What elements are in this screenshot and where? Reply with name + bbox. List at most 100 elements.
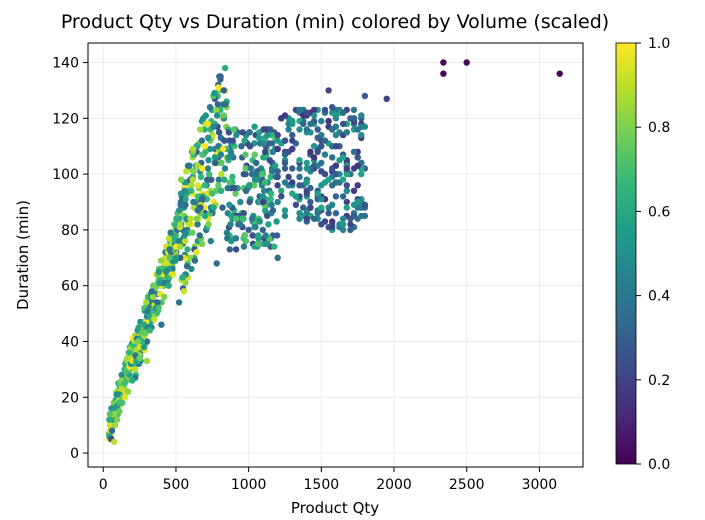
data-point: [148, 288, 156, 295]
data-point: [310, 143, 318, 150]
data-point: [358, 112, 365, 119]
data-point: [285, 126, 292, 133]
data-point: [289, 190, 296, 197]
data-point: [255, 134, 263, 141]
data-point: [314, 190, 321, 197]
data-point: [321, 106, 329, 114]
data-point: [201, 182, 208, 189]
data-point: [169, 271, 177, 278]
data-point: [268, 201, 275, 208]
data-point: [166, 246, 173, 253]
data-point: [211, 90, 218, 97]
data-point: [215, 176, 222, 183]
data-point: [213, 106, 220, 114]
data-point: [210, 204, 217, 211]
y-axis-ticks: 0 20 40 60 80 100 120 140: [52, 56, 88, 462]
data-point: [329, 104, 336, 111]
data-point: [339, 215, 347, 222]
data-point: [361, 92, 369, 100]
data-point: [193, 249, 200, 256]
data-point: [108, 427, 116, 434]
data-point: [232, 190, 239, 197]
data-point: [300, 120, 307, 128]
data-point: [296, 173, 303, 181]
data-point: [339, 221, 347, 228]
data-point: [189, 176, 196, 183]
data-point: [343, 170, 350, 178]
data-point: [240, 210, 247, 217]
data-point: [242, 170, 249, 178]
data-point: [281, 165, 289, 172]
data-point: [267, 196, 274, 203]
data-point: [114, 391, 121, 398]
data-point: [199, 196, 206, 203]
data-point: [215, 143, 222, 150]
data-point: [332, 162, 340, 169]
data-point: [214, 101, 221, 108]
data-point: [262, 148, 269, 155]
data-point: [201, 143, 209, 150]
data-point: [150, 316, 158, 323]
data-point: [339, 176, 347, 183]
data-point: [205, 134, 212, 141]
data-point: [318, 204, 325, 211]
data-point: [220, 87, 227, 94]
data-point: [198, 165, 206, 172]
data-point: [289, 145, 296, 153]
data-point: [278, 187, 285, 194]
data-point: [296, 210, 303, 217]
data-point: [350, 115, 358, 122]
data-point: [318, 196, 325, 203]
data-point: [260, 198, 267, 206]
data-point: [173, 215, 180, 222]
x-axis-ticks: 0 500 1000 1500 2000 2500 3000: [99, 467, 557, 493]
data-point: [221, 176, 228, 183]
data-point: [218, 159, 225, 167]
data-point: [199, 151, 206, 158]
data-point: [241, 232, 249, 239]
data-point: [226, 246, 233, 253]
data-point: [146, 313, 153, 320]
data-point: [332, 210, 340, 217]
data-point: [273, 232, 281, 239]
data-point: [318, 143, 325, 150]
data-point: [228, 212, 235, 220]
data-point: [204, 176, 211, 183]
data-point: [205, 221, 212, 228]
data-point: [229, 173, 236, 181]
colorbar-tick-label: 0.6: [648, 204, 670, 220]
data-point: [193, 215, 200, 222]
data-point: [186, 162, 193, 169]
data-point: [121, 380, 128, 387]
data-point: [190, 168, 197, 175]
data-point: [220, 112, 228, 119]
data-point: [162, 268, 170, 275]
data-point: [135, 324, 142, 331]
data-point: [260, 140, 267, 147]
data-point: [187, 254, 194, 261]
data-point: [274, 182, 281, 189]
data-point: [233, 131, 240, 139]
data-point: [255, 232, 262, 239]
data-point: [339, 193, 347, 200]
data-point: [307, 148, 314, 155]
data-point: [318, 159, 325, 167]
data-point: [165, 282, 172, 289]
data-point: [358, 212, 365, 220]
data-point: [269, 207, 277, 214]
data-point: [121, 394, 129, 401]
data-point: [332, 143, 340, 150]
data-point: [228, 237, 235, 245]
data-point: [272, 162, 279, 169]
data-point: [289, 137, 296, 144]
data-point: [190, 198, 197, 206]
data-point: [350, 106, 358, 114]
data-point: [251, 123, 258, 130]
data-point: [155, 268, 163, 275]
data-point: [249, 215, 256, 222]
data-point: [354, 198, 361, 206]
data-point: [256, 218, 263, 225]
data-point: [285, 173, 292, 181]
data-point: [296, 106, 303, 114]
